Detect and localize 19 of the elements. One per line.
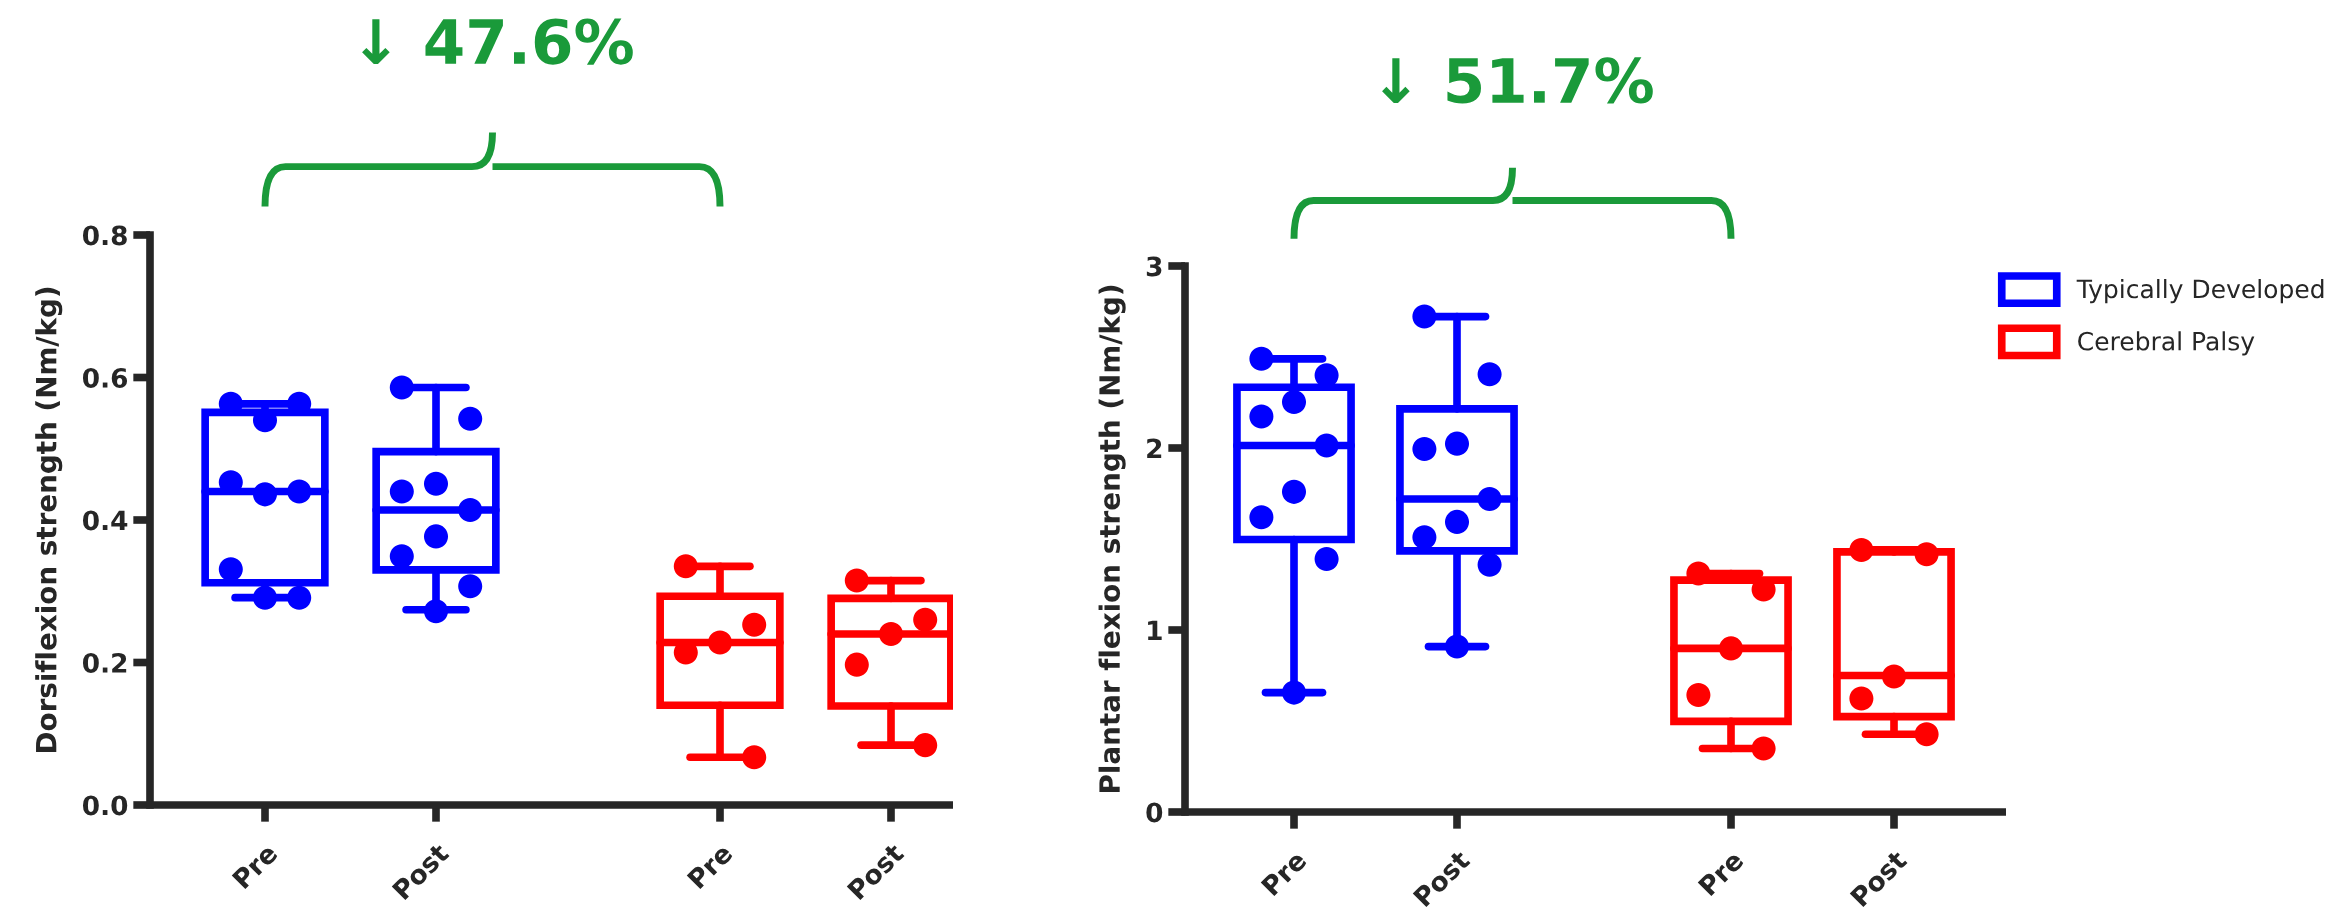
legend-label: Typically Developed — [2076, 279, 2324, 304]
y-axis-title: Plantar flexion strength (Nm/kg) — [1098, 285, 1126, 792]
chart-title: ↓ 47.6% — [362, 18, 633, 65]
chart-title: ↓ 51.7% — [1382, 57, 1653, 104]
y-tick-label: 0.6 — [82, 367, 128, 388]
legend-label: Cerebral Palsy — [2078, 331, 2255, 356]
y-tick-label: 0.8 — [82, 225, 127, 246]
x-tick-label: Pre — [1697, 849, 1745, 897]
y-tick-label: 0 — [1146, 802, 1163, 823]
y-tick-label: 0.2 — [82, 652, 127, 673]
y-tick-label: 0.0 — [82, 795, 128, 816]
y-tick-label: 2 — [1147, 438, 1162, 459]
y-tick-label: 3 — [1146, 256, 1162, 277]
y-tick-label: 0.4 — [82, 510, 128, 531]
y-tick-label: 1 — [1148, 620, 1162, 641]
x-tick-label: Pre — [1260, 849, 1308, 897]
x-tick-label: Pre — [231, 842, 279, 890]
y-axis-title: Dorsiflexion strength (Nm/kg) — [35, 287, 63, 753]
x-tick-label: Pre — [686, 842, 734, 890]
